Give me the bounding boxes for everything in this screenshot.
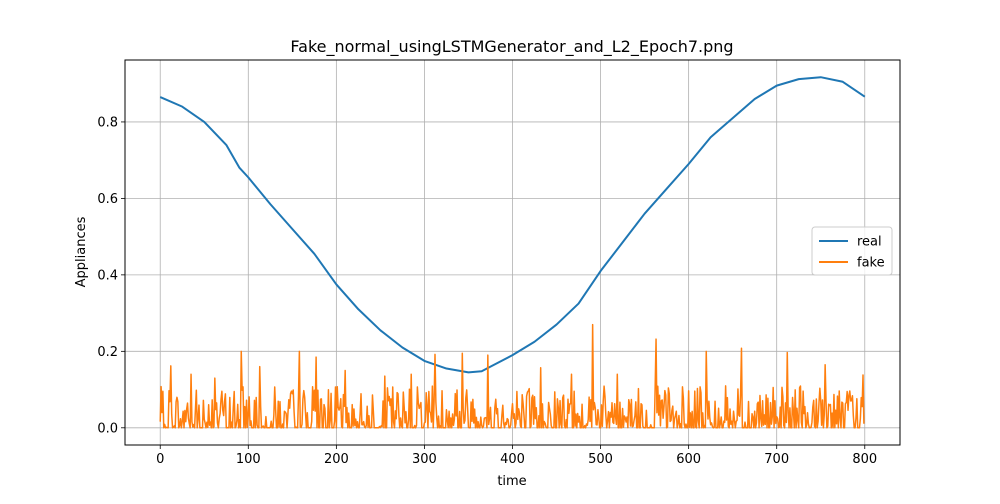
x-tick-label: 800 <box>852 452 877 467</box>
legend-label-fake: fake <box>857 256 885 271</box>
y-axis-label: Appliances <box>74 216 89 287</box>
tick-layer: 0 100 200 300 400 500 600 700 800 0.0 0.2 0.4 0.6 0.8 <box>97 115 877 467</box>
y-tick-label: 0.8 <box>97 115 118 130</box>
y-tick-label: 0.0 <box>97 421 118 436</box>
legend-label-real: real <box>857 235 882 250</box>
x-tick-label: 100 <box>236 452 261 467</box>
legend: real fake <box>811 226 893 276</box>
x-tick-label: 200 <box>324 452 349 467</box>
x-tick-label: 400 <box>500 452 525 467</box>
series-layer <box>159 76 866 429</box>
grid-layer <box>125 60 900 445</box>
y-tick-label: 0.6 <box>97 192 118 207</box>
x-tick-label: 700 <box>764 452 789 467</box>
x-tick-label: 500 <box>588 452 613 467</box>
x-tick-label: 0 <box>156 452 164 467</box>
series-line-real <box>159 76 866 374</box>
x-tick-label: 600 <box>676 452 701 467</box>
y-tick-label: 0.4 <box>97 268 118 283</box>
x-tick-label: 300 <box>412 452 437 467</box>
series-line-fake <box>159 323 865 429</box>
x-axis-label: time <box>497 474 526 489</box>
y-tick-label: 0.2 <box>97 345 118 360</box>
chart-title: Fake_normal_usingLSTMGenerator_and_L2_Ep… <box>290 37 733 57</box>
